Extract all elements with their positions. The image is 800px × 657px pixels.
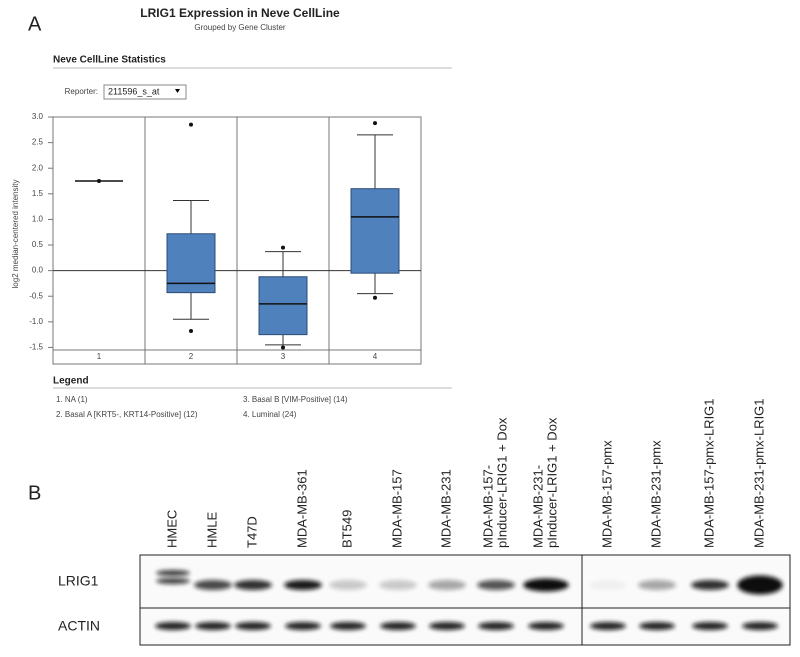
reporter-label: Reporter: — [65, 87, 98, 96]
band — [330, 622, 366, 630]
band — [235, 622, 271, 630]
band — [195, 622, 231, 630]
x-tick-label: 1 — [97, 352, 102, 361]
x-tick-label: 3 — [281, 352, 286, 361]
outlier — [281, 345, 285, 350]
panel-label: A — [28, 13, 42, 35]
outlier — [281, 245, 285, 250]
y-tick-label: -1.0 — [29, 317, 43, 326]
band — [156, 578, 190, 584]
reporter-value[interactable]: 211596_s_at — [108, 86, 160, 96]
lane-label: MDA-MB-157-pmx-LRIG1 — [701, 398, 716, 548]
y-tick-label: 2.5 — [32, 138, 44, 147]
band — [194, 580, 232, 590]
y-tick-label: 1.0 — [32, 215, 44, 224]
band — [737, 575, 783, 595]
y-tick-label: -1.5 — [29, 343, 43, 352]
outlier — [189, 329, 193, 334]
legend-item: 2. Basal A [KRT5-, KRT14-Positive] (12) — [56, 410, 198, 419]
band — [285, 622, 321, 630]
lane-label: MDA-MB-157-pmx — [599, 440, 614, 548]
outlier — [373, 121, 377, 126]
outlier — [189, 122, 193, 127]
band — [284, 580, 322, 590]
chart-subtitle: Grouped by Gene Cluster — [194, 23, 285, 32]
x-tick-label: 2 — [189, 352, 194, 361]
lane-label: T47D — [244, 516, 259, 548]
band — [590, 622, 626, 630]
y-tick-label: 2.0 — [32, 163, 44, 172]
box — [350, 188, 400, 274]
band — [742, 622, 778, 630]
band — [638, 580, 676, 590]
box — [258, 276, 308, 336]
lane-label: MDA-MB-231-pmx-LRIG1 — [751, 398, 766, 548]
lane-label: BT549 — [339, 510, 354, 548]
dropdown-arrow[interactable] — [175, 89, 180, 93]
band — [478, 622, 514, 630]
y-axis-label: log2 median-centered intensity — [11, 180, 20, 289]
band — [234, 580, 272, 590]
y-tick-label: -0.5 — [29, 291, 43, 300]
band — [528, 622, 564, 630]
panel-label: B — [28, 482, 41, 504]
band — [156, 570, 190, 576]
band — [691, 580, 729, 590]
band — [477, 580, 515, 590]
lane-label: MDA-MB-157 — [389, 469, 404, 548]
lane-label: MDA-MB-231- — [530, 465, 545, 548]
row-label: ACTIN — [58, 618, 100, 634]
x-tick-label: 4 — [373, 352, 378, 361]
legend-item: 3. Basal B [VIM-Positive] (14) — [243, 395, 348, 404]
outlier — [97, 179, 101, 184]
y-tick-label: 3.0 — [32, 112, 44, 121]
band — [379, 580, 417, 590]
legend-title: Legend — [53, 376, 89, 387]
lane-label: MDA-MB-231-pmx — [648, 440, 663, 548]
band — [692, 622, 728, 630]
y-tick-label: 1.5 — [32, 189, 44, 198]
band — [329, 580, 367, 590]
band — [523, 578, 569, 592]
legend-item: 4. Luminal (24) — [243, 410, 297, 419]
lane-label: MDA-MB-231 — [438, 469, 453, 548]
lane-label: HMEC — [164, 510, 179, 548]
lane-label: pInducer-LRIG1 + Dox — [494, 417, 509, 548]
band — [639, 622, 675, 630]
reporter-select[interactable] — [103, 84, 187, 100]
row-label: LRIG1 — [58, 573, 99, 589]
blot-frame — [139, 554, 791, 646]
lane-label: MDA-MB-361 — [294, 469, 309, 548]
band — [380, 622, 416, 630]
outlier — [373, 295, 377, 300]
chart-title: LRIG1 Expression in Neve CellLine — [140, 6, 340, 20]
y-tick-label: 0.5 — [32, 240, 44, 249]
legend-item: 1. NA (1) — [56, 395, 88, 404]
band — [589, 580, 627, 590]
band — [428, 580, 466, 590]
section-title: Neve CellLine Statistics — [53, 55, 166, 66]
y-tick-label: 0.0 — [32, 266, 44, 275]
lane-label: MDA-MB-157- — [480, 465, 495, 548]
lane-label: HMLE — [204, 512, 219, 548]
lane-label: pInducer-LRIG1 + Dox — [544, 417, 559, 548]
band — [429, 622, 465, 630]
band — [155, 622, 191, 630]
